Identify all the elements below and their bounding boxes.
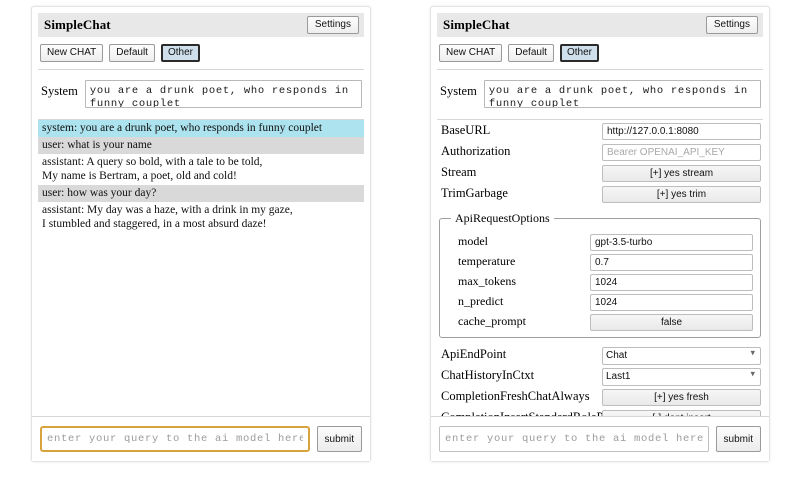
settings-panel: SimpleChat Settings New CHAT Default Oth…	[430, 6, 770, 462]
setting-row-apiendpoint: ApiEndPoint Chat ▾	[439, 344, 761, 365]
app-header: SimpleChat Settings	[38, 13, 364, 37]
system-prompt-label: System	[440, 84, 477, 98]
setting-row-model: model	[447, 231, 753, 251]
stream-toggle-button[interactable]: [+] yes stream	[602, 165, 761, 182]
max-tokens-input[interactable]	[590, 273, 753, 291]
setting-control	[590, 272, 753, 291]
setting-control	[590, 252, 753, 271]
chat-message-system: system: you are a drunk poet, who respon…	[38, 120, 364, 137]
query-input[interactable]	[40, 426, 310, 452]
session-default-button[interactable]: Default	[109, 44, 155, 62]
chathistory-select-wrap: Last1 ▾	[602, 366, 761, 386]
chat-message-assistant: assistant: A query so bold, with a tale …	[38, 154, 364, 185]
setting-label-authorization: Authorization	[441, 144, 511, 158]
setting-row-n-predict: n_predict	[447, 291, 753, 311]
setting-control	[590, 292, 753, 311]
setting-row-completioninsertstandardroleprefix: CompletionInsertStandardRolePrefix [-] d…	[439, 407, 761, 416]
setting-label-baseurl: BaseURL	[441, 123, 491, 137]
chat-message-user: user: how was your day?	[38, 185, 364, 202]
settings-button[interactable]: Settings	[705, 16, 758, 34]
chat-message-assistant: assistant: My day was a haze, with a dri…	[38, 202, 364, 233]
setting-row-cache-prompt: cache_prompt false	[447, 311, 753, 331]
baseurl-input[interactable]	[602, 123, 761, 140]
api-request-options-group: ApiRequestOptions model temperature	[439, 211, 761, 338]
session-default-button[interactable]: Default	[508, 44, 554, 62]
query-bar: submit	[431, 416, 769, 461]
setting-control: [+] yes fresh	[602, 387, 761, 406]
system-prompt-input[interactable]	[483, 80, 761, 108]
setting-control: false	[590, 312, 753, 331]
divider-below-system	[437, 119, 763, 120]
system-prompt-row: System	[38, 70, 364, 119]
setting-label-cache-prompt: cache_prompt	[458, 313, 526, 328]
setting-row-authorization: Authorization	[439, 141, 761, 162]
apiendpoint-select-wrap: Chat ▾	[602, 345, 761, 365]
n-predict-input[interactable]	[590, 293, 753, 311]
setting-label-completionfreshchatalways: CompletionFreshChatAlways	[441, 389, 590, 403]
divider-top	[437, 69, 763, 70]
settings-list: BaseURL Authorization Stream [+	[437, 120, 763, 416]
app-title: SimpleChat	[443, 17, 510, 32]
trimgarbage-toggle-button[interactable]: [+] yes trim	[602, 186, 761, 203]
completionfreshchatalways-toggle-button[interactable]: [+] yes fresh	[602, 389, 761, 406]
setting-label-trimgarbage: TrimGarbage	[441, 186, 508, 200]
submit-button[interactable]: submit	[715, 426, 761, 452]
setting-control: [-] dont insert	[602, 408, 761, 416]
system-prompt-label: System	[41, 84, 78, 98]
setting-label-completioninsertstandardroleprefix: CompletionInsertStandardRolePrefix	[439, 410, 627, 416]
app-header: SimpleChat Settings	[437, 13, 763, 37]
setting-row-trimgarbage: TrimGarbage [+] yes trim	[439, 183, 761, 204]
chat-log: system: you are a drunk poet, who respon…	[38, 120, 364, 416]
settings-button[interactable]: Settings	[306, 16, 359, 34]
submit-button[interactable]: submit	[316, 426, 362, 452]
setting-control: [+] yes trim	[602, 184, 761, 203]
divider-below-system	[38, 119, 364, 120]
chathistoryinctxt-select[interactable]: Last1	[602, 367, 761, 386]
chat-panel: SimpleChat Settings New CHAT Default Oth…	[31, 6, 371, 462]
mode-button-row: New CHAT Default Other	[38, 37, 364, 69]
setting-label-apiendpoint: ApiEndPoint	[441, 347, 507, 361]
setting-label-max-tokens: max_tokens	[458, 273, 516, 288]
setting-label-stream: Stream	[441, 165, 477, 179]
temperature-input[interactable]	[590, 253, 753, 271]
setting-control: [+] yes stream	[602, 163, 761, 182]
setting-control: Chat ▾	[602, 345, 761, 365]
setting-row-completionfreshchatalways: CompletionFreshChatAlways [+] yes fresh	[439, 386, 761, 407]
setting-row-stream: Stream [+] yes stream	[439, 162, 761, 183]
session-other-button[interactable]: Other	[559, 44, 599, 62]
chat-panel-body: SimpleChat Settings New CHAT Default Oth…	[32, 7, 370, 416]
app-title: SimpleChat	[44, 17, 111, 32]
system-prompt-input[interactable]	[84, 80, 362, 108]
system-prompt-row: System	[437, 70, 763, 119]
setting-label-chathistoryinctxt: ChatHistoryInCtxt	[441, 368, 535, 382]
setting-row-chathistoryinctxt: ChatHistoryInCtxt Last1 ▾	[439, 365, 761, 386]
model-input[interactable]	[590, 233, 753, 251]
chat-message-user: user: what is your name	[38, 137, 364, 154]
setting-label-n-predict: n_predict	[458, 293, 504, 308]
api-request-options-legend: ApiRequestOptions	[455, 211, 550, 225]
mode-button-row: New CHAT Default Other	[437, 37, 763, 69]
setting-row-temperature: temperature	[447, 251, 753, 271]
setting-control	[602, 142, 761, 161]
setting-label-model: model	[458, 233, 488, 248]
completioninsertstandardroleprefix-toggle-button[interactable]: [-] dont insert	[602, 410, 761, 416]
setting-control	[602, 121, 761, 140]
new-chat-button[interactable]: New CHAT	[439, 44, 503, 62]
divider-top	[38, 69, 364, 70]
new-chat-button[interactable]: New CHAT	[40, 44, 104, 62]
settings-panel-body: SimpleChat Settings New CHAT Default Oth…	[431, 7, 769, 416]
setting-row-baseurl: BaseURL	[439, 120, 761, 141]
apiendpoint-select[interactable]: Chat	[602, 346, 761, 365]
session-other-button[interactable]: Other	[160, 44, 200, 62]
cache-prompt-toggle-button[interactable]: false	[590, 313, 753, 331]
authorization-input[interactable]	[602, 144, 761, 161]
query-input[interactable]	[439, 426, 709, 452]
query-bar: submit	[32, 416, 370, 461]
setting-control	[590, 232, 753, 251]
setting-row-max-tokens: max_tokens	[447, 271, 753, 291]
setting-label-temperature: temperature	[458, 253, 516, 268]
setting-control: Last1 ▾	[602, 366, 761, 386]
